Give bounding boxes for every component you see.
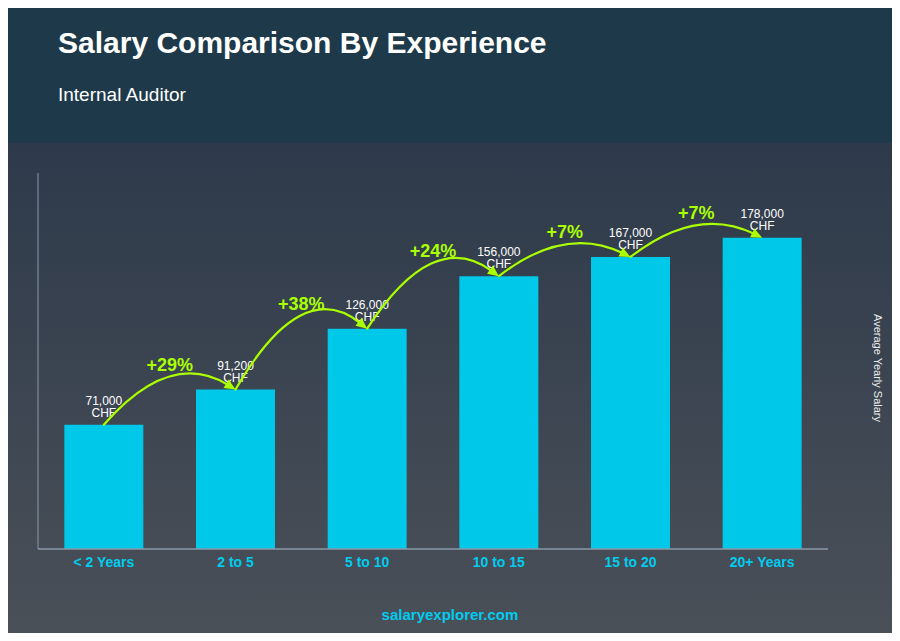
svg-text:167,000CHF: 167,000CHF <box>609 226 653 252</box>
svg-text:+24%: +24% <box>410 241 457 261</box>
svg-text:< 2 Years: < 2 Years <box>73 554 134 570</box>
svg-text:2 to 5: 2 to 5 <box>217 554 254 570</box>
html-text:Salary Comparison By Experienc: Salary Comparison By Experience <box>58 26 547 59</box>
svg-text:126,000CHF: 126,000CHF <box>345 298 389 324</box>
html-text:salaryexplorer.com: salaryexplorer.com <box>381 606 519 623</box>
svg-text:20+ Years: 20+ Years <box>730 554 795 570</box>
svg-text:+38%: +38% <box>278 294 325 314</box>
svg-text:+7%: +7% <box>546 222 583 242</box>
svg-text:91,200CHF: 91,200CHF <box>217 359 254 385</box>
svg-text:15 to 20: 15 to 20 <box>604 554 656 570</box>
svg-text:178,000CHF: 178,000CHF <box>740 207 784 233</box>
svg-text:156,000CHF: 156,000CHF <box>477 245 521 271</box>
svg-text:5 to 10: 5 to 10 <box>345 554 390 570</box>
svg-text:+29%: +29% <box>146 355 193 375</box>
html-text:Average Yearly Salary: Average Yearly Salary <box>872 314 884 422</box>
svg-text:71,000CHF: 71,000CHF <box>85 394 122 420</box>
svg-text:+7%: +7% <box>678 203 715 223</box>
html-text:Internal Auditor: Internal Auditor <box>58 84 186 105</box>
svg-text:10 to 15: 10 to 15 <box>473 554 525 570</box>
